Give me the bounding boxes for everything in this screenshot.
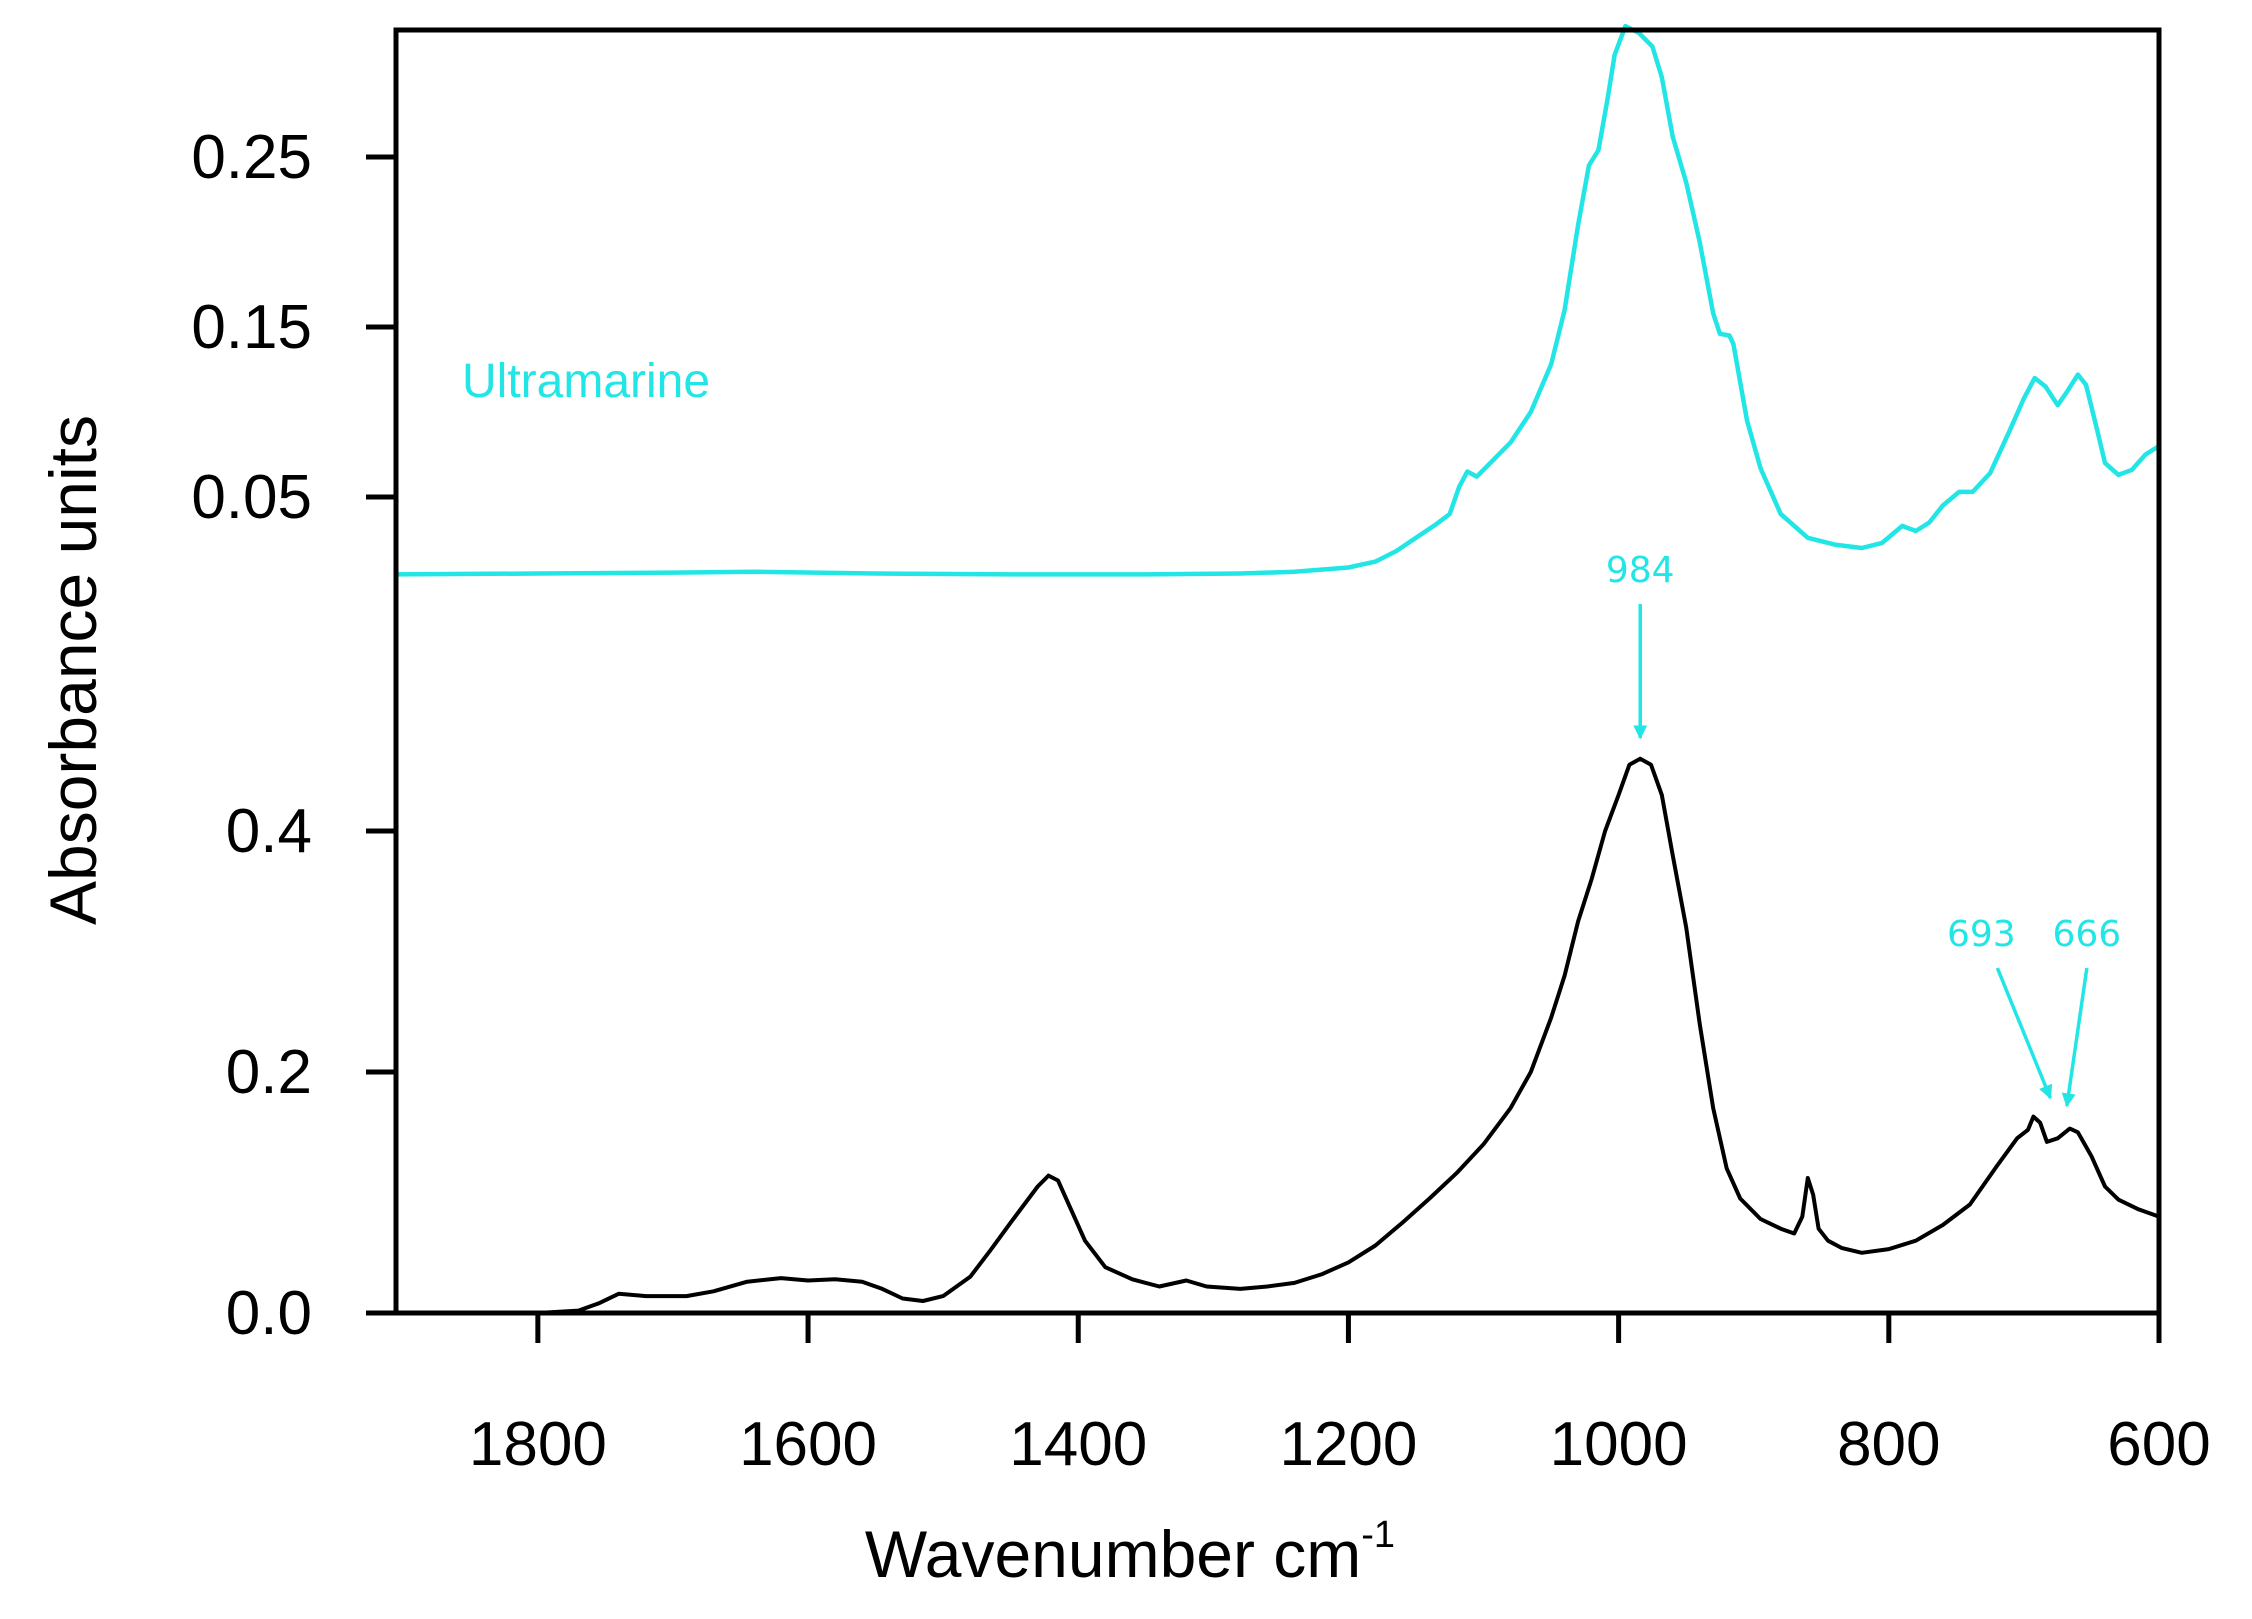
ticks-layer: 0.05 0.15 0.25 0.0 0.2 0.4 1800 1600 1400 1200 100…: [191, 123, 2210, 1479]
series-name-ultramarine: Ultramarine: [462, 355, 710, 408]
annotation-arrow-693: [1995, 967, 2053, 1100]
series-line-upper-0: [393, 23, 2162, 577]
x-axis-title-text: Wavenumber cm: [865, 1517, 1361, 1591]
y-tick-label-upper-2: 0.25: [191, 123, 312, 192]
x-tick-label-6: 600: [2107, 1410, 2210, 1479]
annotation-label-984: 984: [1606, 550, 1675, 591]
x-axis-title: Wavenumber cm-1: [865, 1514, 1395, 1591]
series-line-lower-0: [535, 756, 2161, 1315]
x-tick-label-1: 1600: [739, 1410, 877, 1479]
x-tick-label-3: 1200: [1279, 1410, 1417, 1479]
y-tick-label-upper-0: 0.05: [191, 463, 312, 532]
y-tick-label-lower-2: 0.4: [226, 797, 312, 866]
annotation-layer: 984 693 666: [1606, 550, 2121, 1108]
y-tick-label-upper-1: 0.15: [191, 293, 312, 362]
x-tick-label-4: 1000: [1550, 1410, 1688, 1479]
annotation-label-666: 666: [2052, 914, 2121, 955]
x-tick-label-5: 800: [1837, 1410, 1940, 1479]
y-tick-label-lower-0: 0.0: [226, 1279, 312, 1348]
x-axis-title-superscript: -1: [1361, 1514, 1395, 1556]
x-tick-label-2: 1400: [1009, 1410, 1147, 1479]
annotation-label-693: 693: [1947, 914, 2016, 955]
y-axis-title: Absorbance units: [36, 415, 110, 925]
annotation-arrow-666: [2061, 967, 2089, 1108]
series-layer: [393, 23, 2162, 1315]
y-tick-label-lower-1: 0.2: [226, 1038, 312, 1107]
x-tick-label-0: 1800: [469, 1410, 607, 1479]
plot-frame: [393, 27, 2162, 1316]
